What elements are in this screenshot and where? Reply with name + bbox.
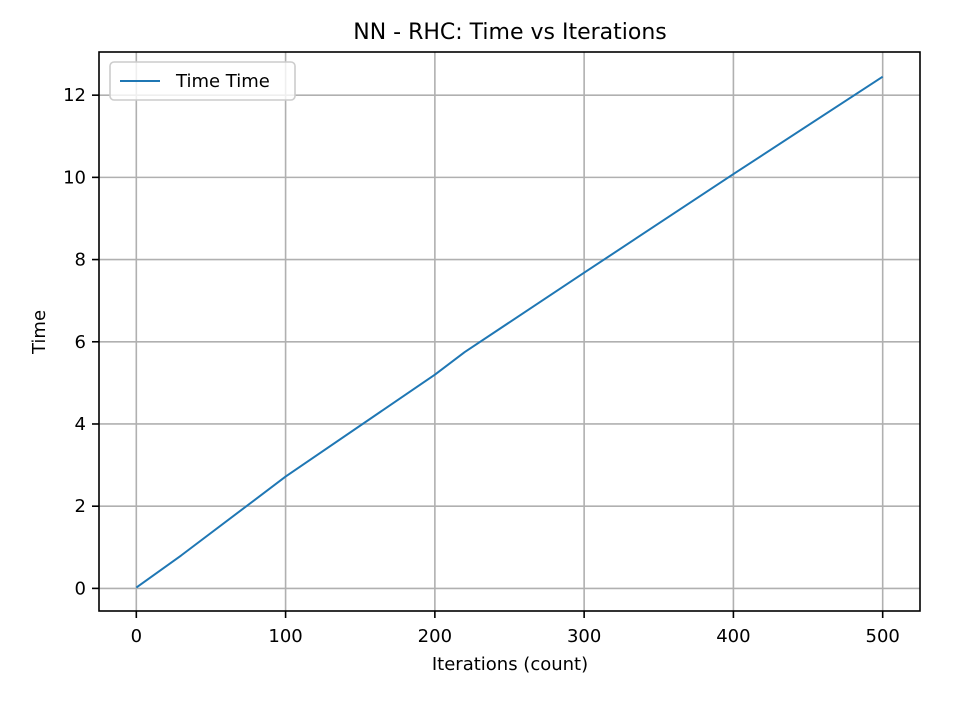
y-tick-label: 4 bbox=[75, 414, 86, 435]
x-tick-label: 400 bbox=[716, 626, 750, 647]
x-axis-label: Iterations (count) bbox=[432, 654, 588, 675]
chart-title: NN - RHC: Time vs Iterations bbox=[353, 20, 667, 45]
x-tick-label: 200 bbox=[418, 626, 452, 647]
x-tick-label: 0 bbox=[131, 626, 142, 647]
y-tick-label: 12 bbox=[63, 85, 86, 106]
y-tick-label: 6 bbox=[75, 332, 86, 353]
y-tick-label: 0 bbox=[75, 578, 86, 599]
series-line bbox=[135, 75, 884, 589]
legend-entry-label: Time Time bbox=[175, 71, 270, 92]
legend-box bbox=[109, 61, 296, 101]
plot-frame bbox=[98, 51, 921, 612]
y-tick-label: 2 bbox=[75, 496, 86, 517]
x-tick-label: 100 bbox=[268, 626, 302, 647]
y-tick-label: 8 bbox=[75, 250, 86, 271]
x-tick-label: 500 bbox=[866, 626, 900, 647]
y-tick-label: 10 bbox=[63, 167, 86, 188]
legend: Time Time bbox=[109, 61, 296, 101]
y-axis-label: Time bbox=[29, 310, 50, 355]
grid-lines bbox=[99, 52, 920, 611]
series-layer bbox=[135, 75, 884, 589]
axis-ticks: 0 100 200 300 400 500 0 2 4 6 8 10 12 bbox=[63, 85, 900, 647]
x-tick-label: 300 bbox=[567, 626, 601, 647]
